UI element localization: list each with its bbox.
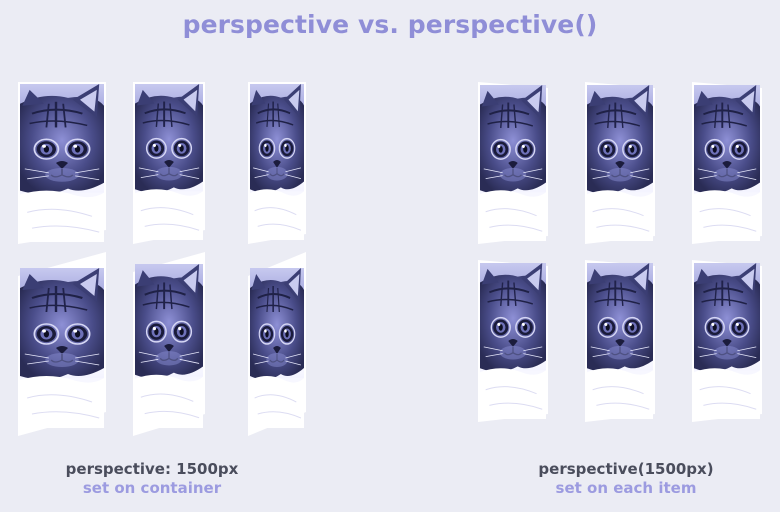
right-caption: perspective(1500px) set on each item (496, 460, 756, 498)
right-caption-sub: set on each item (555, 479, 697, 497)
kitten-card (133, 82, 205, 244)
kitten-card (478, 260, 548, 422)
left-caption-sub: set on container (82, 479, 222, 497)
kitten-card (478, 82, 548, 244)
kitten-card (18, 82, 106, 244)
left-caption-main: perspective: 1500px (65, 460, 239, 478)
left-panel-cards (18, 82, 306, 436)
kitten-card (18, 252, 106, 436)
kitten-card (692, 260, 762, 422)
kitten-card (248, 82, 306, 244)
left-caption: perspective: 1500px set on container (22, 460, 282, 498)
page-title: perspective vs. perspective() (182, 10, 598, 39)
kitten-card (133, 252, 205, 436)
kitten-card (585, 260, 655, 422)
kitten-card (692, 82, 762, 244)
kitten-card (248, 252, 306, 436)
right-panel-cards (478, 82, 762, 422)
kitten-card (585, 82, 655, 244)
right-caption-main: perspective(1500px) (538, 460, 714, 478)
